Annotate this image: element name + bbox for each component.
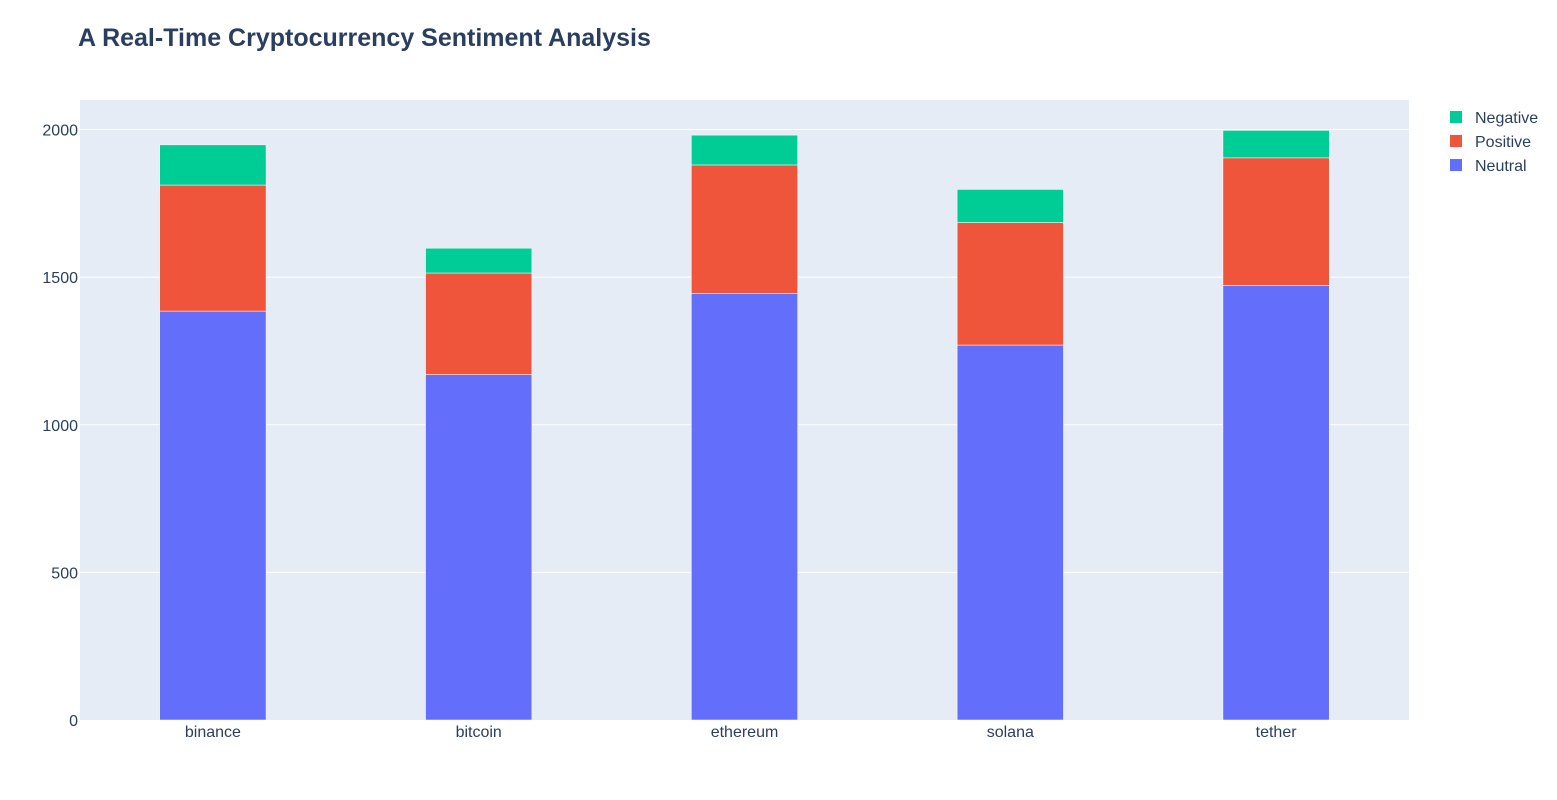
y-tick-label: 1000 [42, 418, 78, 435]
x-tick-label: solana [987, 724, 1034, 741]
bar-neutral-solana[interactable] [956, 344, 1064, 721]
legend-swatch [1450, 135, 1462, 147]
bars [159, 130, 1330, 721]
legend-label: Negative [1475, 110, 1538, 127]
bar-neutral-tether[interactable] [1222, 285, 1330, 721]
y-tick-label: 2000 [42, 123, 78, 140]
legend-label: Positive [1475, 134, 1531, 151]
bar-positive-binance[interactable] [159, 184, 267, 312]
legend[interactable]: Negative Positive Neutral [1450, 110, 1538, 175]
bar-positive-tether[interactable] [1222, 157, 1330, 286]
y-tick-label: 0 [69, 713, 78, 730]
legend-item-neutral[interactable]: Neutral [1450, 158, 1527, 175]
y-tick-label: 1500 [42, 270, 78, 287]
bar-neutral-binance[interactable] [159, 310, 267, 721]
bar-negative-solana[interactable] [956, 189, 1064, 223]
x-tick-label: binance [185, 724, 241, 741]
bar-neutral-bitcoin[interactable] [425, 374, 533, 721]
bar-positive-ethereum[interactable] [691, 164, 798, 294]
x-tick-label: ethereum [711, 724, 779, 741]
bar-negative-binance[interactable] [159, 144, 267, 186]
bar-positive-solana[interactable] [956, 222, 1064, 346]
legend-swatch [1450, 111, 1462, 123]
y-tick-label: 500 [51, 565, 78, 582]
x-tick-label: bitcoin [456, 724, 502, 741]
bar-positive-bitcoin[interactable] [425, 272, 533, 375]
legend-swatch [1450, 159, 1462, 171]
legend-item-positive[interactable]: Positive [1450, 134, 1531, 151]
legend-item-negative[interactable]: Negative [1450, 110, 1538, 127]
bar-negative-bitcoin[interactable] [425, 247, 533, 274]
x-axis: binance bitcoin ethereum solana tether [185, 724, 1297, 741]
bar-negative-tether[interactable] [1222, 130, 1330, 159]
x-tick-label: tether [1256, 724, 1298, 741]
bar-negative-ethereum[interactable] [691, 134, 798, 166]
legend-label: Neutral [1475, 158, 1527, 175]
chart-title: A Real-Time Cryptocurrency Sentiment Ana… [78, 24, 651, 52]
y-axis: 0 500 1000 1500 2000 [42, 123, 78, 730]
bar-neutral-ethereum[interactable] [691, 293, 798, 721]
